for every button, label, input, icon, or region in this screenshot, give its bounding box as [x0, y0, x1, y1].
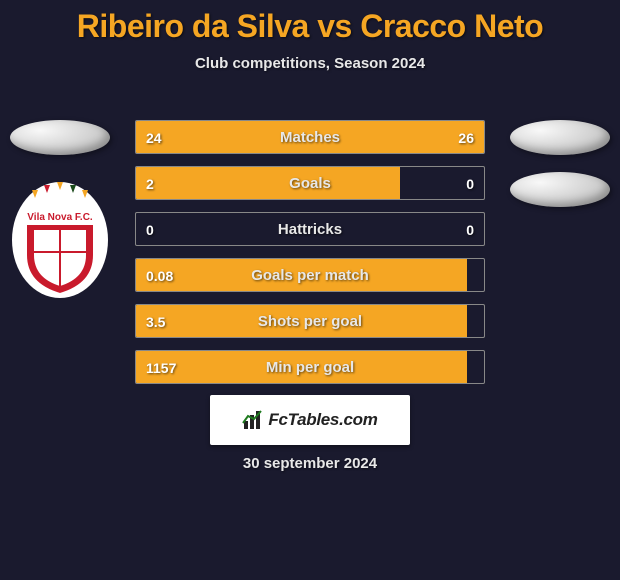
- watermark-text: FcTables.com: [268, 410, 377, 430]
- player-left-avatar-placeholder: [10, 120, 110, 155]
- page-subtitle: Club competitions, Season 2024: [0, 55, 620, 72]
- stat-value-right: 0: [466, 167, 474, 200]
- page-title: Ribeiro da Silva vs Cracco Neto: [0, 0, 620, 45]
- stat-value-right: 0: [466, 213, 474, 246]
- stat-label: Matches: [136, 121, 484, 154]
- stat-row: 2Goals0: [135, 166, 485, 200]
- fctables-watermark: FcTables.com: [210, 395, 410, 445]
- stat-label: Hattricks: [136, 213, 484, 246]
- stats-comparison-container: 24Matches262Goals00Hattricks00.08Goals p…: [135, 120, 485, 396]
- stat-value-right: 26: [458, 121, 474, 154]
- stat-label: Shots per goal: [136, 305, 484, 338]
- bar-chart-icon: [242, 409, 264, 431]
- page-date: 30 september 2024: [0, 455, 620, 472]
- player-right-avatar-placeholder: [510, 120, 610, 155]
- stat-row: 3.5Shots per goal: [135, 304, 485, 338]
- stat-row: 0Hattricks0: [135, 212, 485, 246]
- player-left-club-badge: Vila Nova F.C.: [10, 180, 110, 300]
- stat-row: 1157Min per goal: [135, 350, 485, 384]
- player-right-club-placeholder: [510, 172, 610, 207]
- stat-label: Goals: [136, 167, 484, 200]
- stat-label: Min per goal: [136, 351, 484, 384]
- club-shield-icon: Vila Nova F.C.: [10, 180, 110, 300]
- stat-row: 0.08Goals per match: [135, 258, 485, 292]
- stat-label: Goals per match: [136, 259, 484, 292]
- club-name-text: Vila Nova F.C.: [27, 212, 93, 223]
- stat-row: 24Matches26: [135, 120, 485, 154]
